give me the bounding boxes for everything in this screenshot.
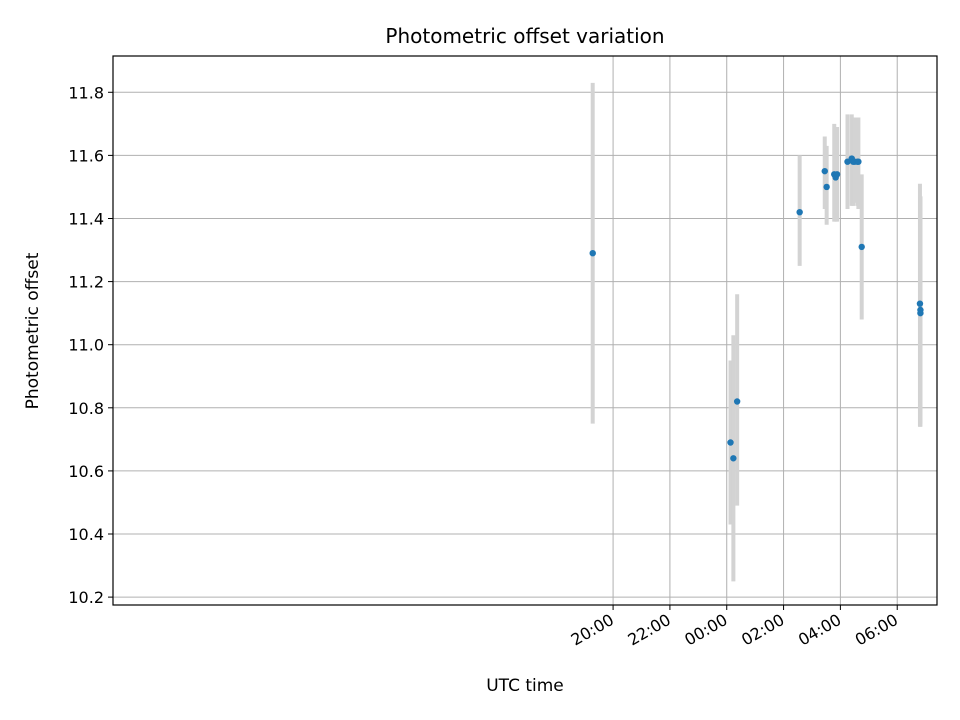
y-tick-label: 11.2 — [68, 273, 104, 292]
x-axis-label: UTC time — [486, 676, 564, 696]
y-tick-label: 10.6 — [68, 462, 104, 481]
data-point — [916, 300, 924, 307]
y-tick-label: 10.4 — [68, 525, 104, 544]
y-tick-label: 11.8 — [68, 83, 104, 102]
y-tick-label: 10.2 — [68, 588, 104, 607]
data-point — [823, 183, 830, 191]
data-point — [730, 455, 737, 462]
chart-title: Photometric offset variation — [385, 24, 664, 48]
data-point — [917, 309, 924, 317]
data-point — [833, 171, 841, 178]
plot-frame — [112, 55, 938, 606]
y-tick-label: 11.6 — [68, 146, 104, 165]
data-point — [733, 398, 741, 405]
data-points — [589, 155, 924, 462]
data-point — [821, 167, 828, 175]
data-point — [858, 243, 865, 251]
y-tick-label: 10.8 — [68, 399, 104, 418]
data-point — [589, 249, 596, 257]
data-point — [796, 208, 803, 216]
data-point — [727, 439, 734, 446]
y-axis-label: Photometric offset — [23, 252, 43, 409]
data-point — [855, 158, 862, 165]
y-tick-label: 11.4 — [68, 209, 104, 228]
y-tick-label: 11.0 — [68, 336, 104, 355]
